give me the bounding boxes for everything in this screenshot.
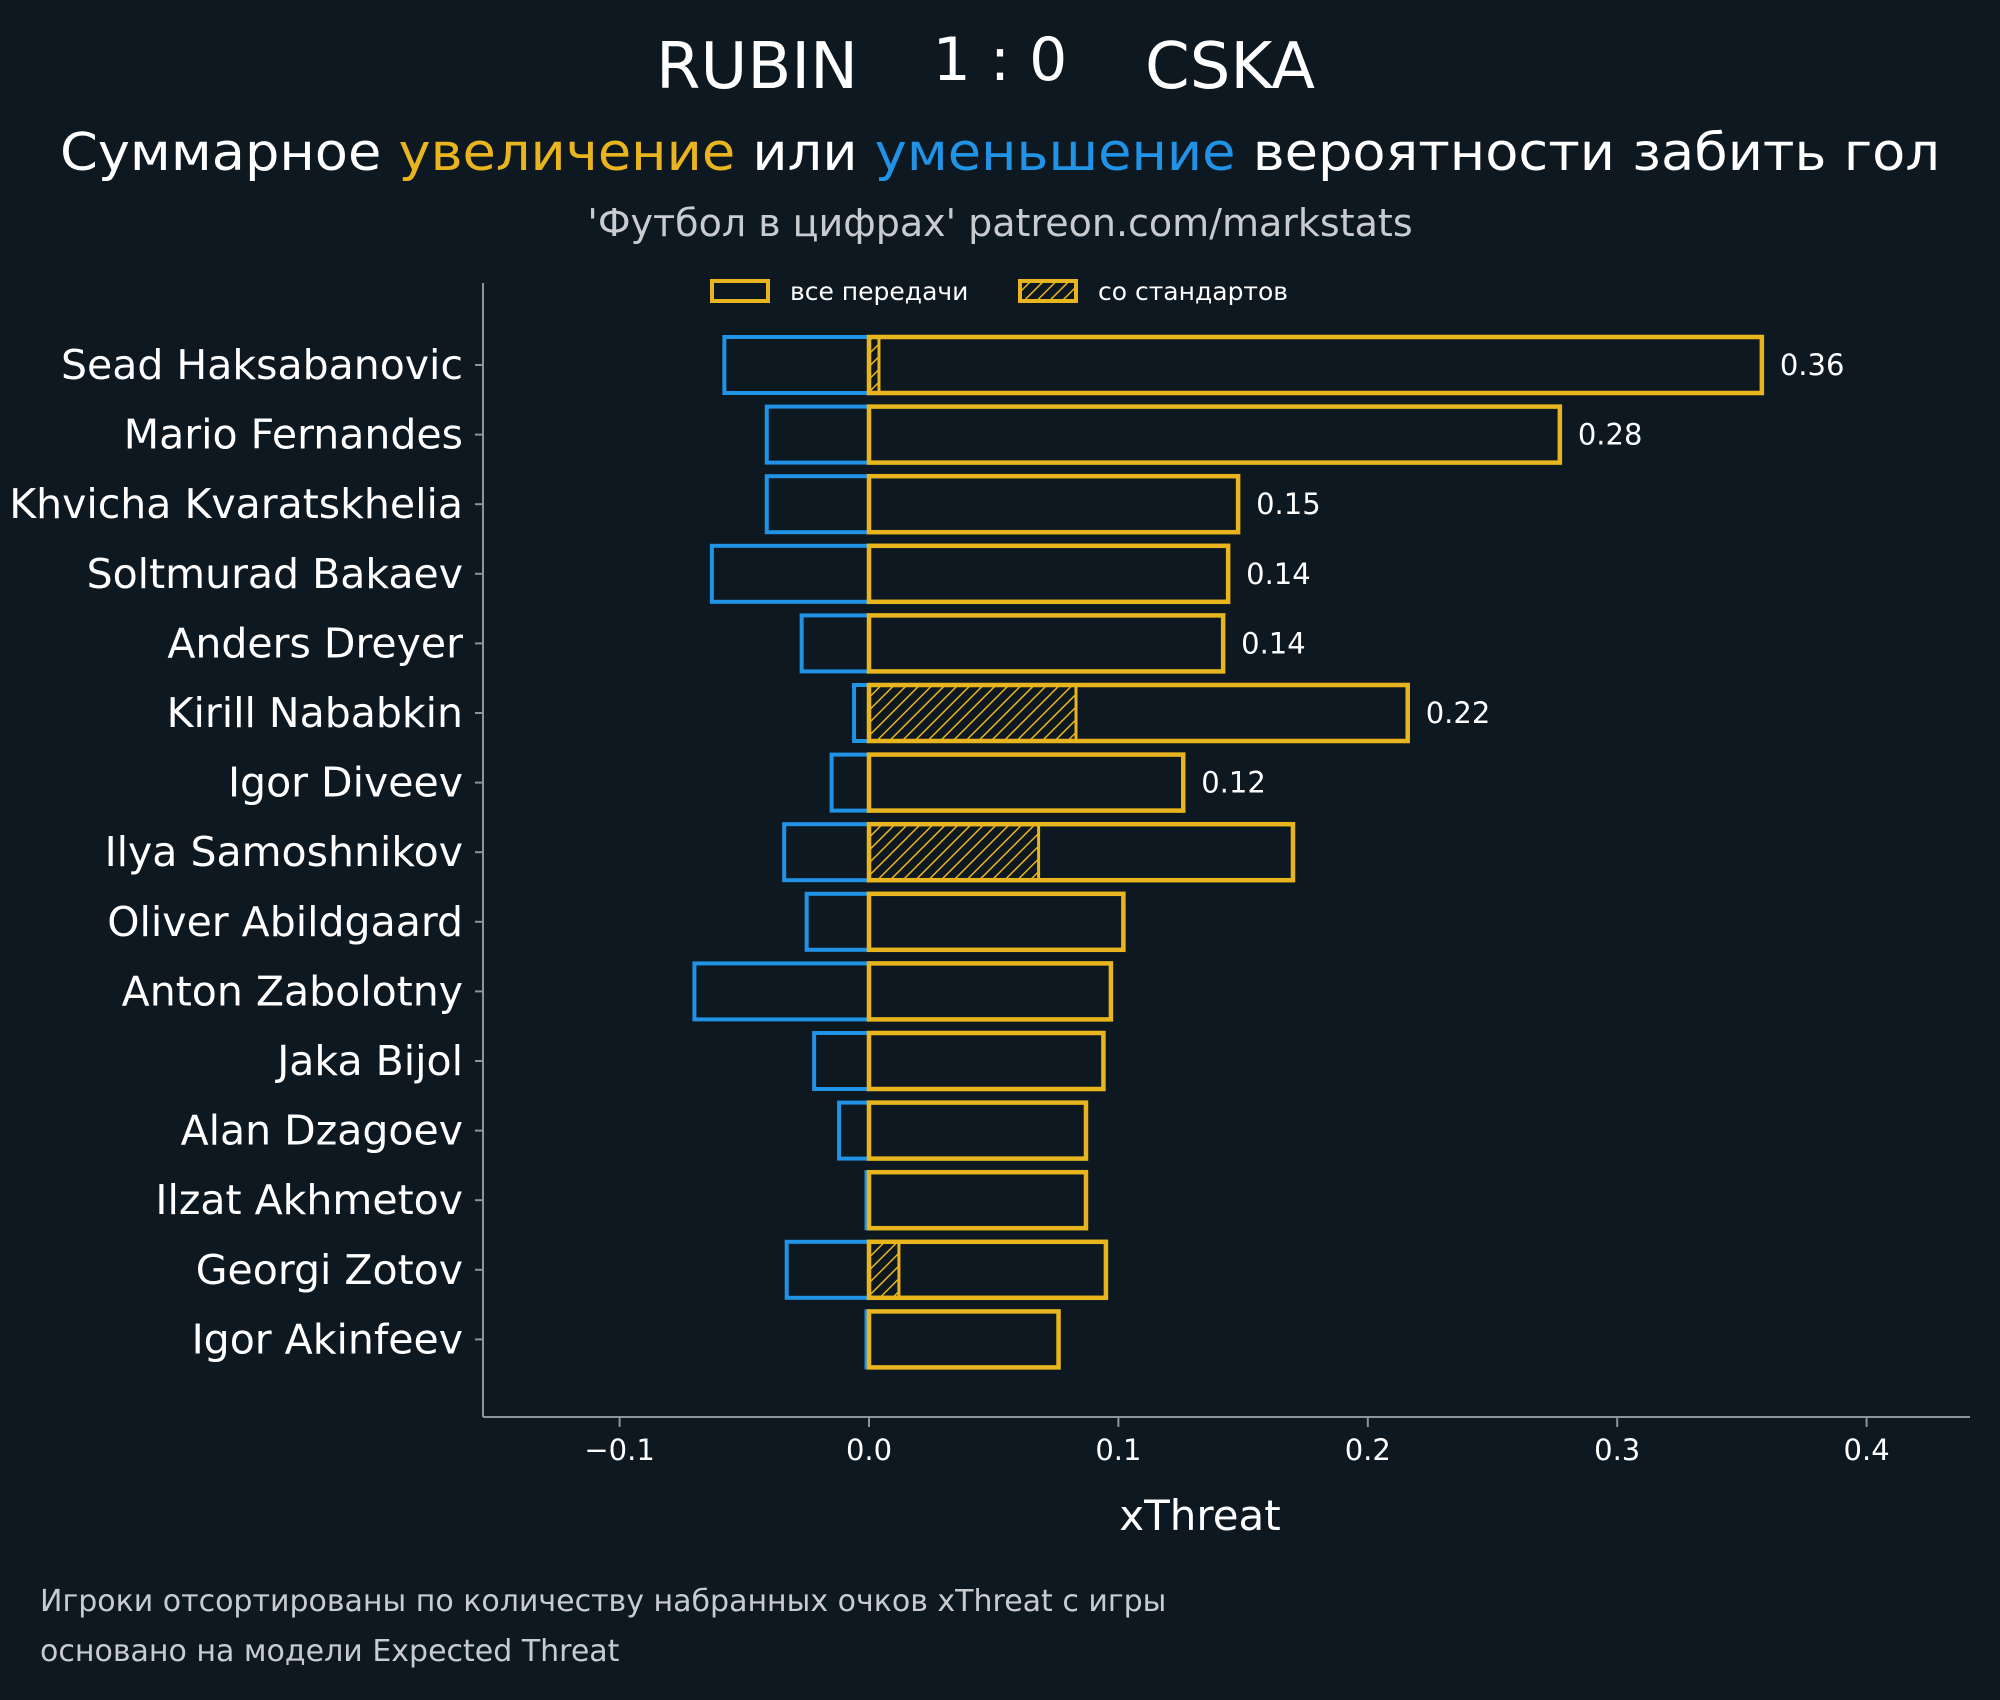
team-away: CSKA: [1145, 30, 1315, 104]
subtitle-increase: увеличение: [399, 123, 736, 183]
player-label: Kirill Nababkin: [167, 689, 463, 737]
negative-bar: [812, 1031, 872, 1091]
value-label: 0.28: [1578, 418, 1643, 452]
player-label: Igor Akinfeev: [192, 1315, 463, 1363]
negative-bar: [764, 404, 871, 465]
player-label: Alan Dzagoev: [181, 1107, 463, 1155]
positive-bar: [866, 891, 1126, 953]
set-piece-bar: [867, 1240, 901, 1300]
x-ticks: −0.1 0.0 0.1 0.2 0.3 0.4: [584, 1417, 1890, 1467]
subtitle-decrease: уменьшение: [875, 123, 1236, 183]
positive-bar: [866, 1030, 1106, 1092]
player-label: Soltmurad Bakaev: [87, 550, 463, 598]
positive-bar: [866, 1100, 1089, 1161]
negative-bar: [692, 961, 871, 1022]
set-piece-bar: [867, 683, 1078, 743]
player-label: Jaka Bijol: [274, 1037, 463, 1085]
x-tick-label: 0.4: [1844, 1433, 1890, 1467]
subtitle-part3: вероятности забить гол: [1235, 123, 1940, 183]
player-label: Khvicha Kvaratskhelia: [9, 480, 463, 528]
player-label: Anders Dreyer: [167, 619, 463, 667]
negative-bar: [829, 752, 872, 813]
positive-bar: [866, 821, 1296, 883]
x-tick-label: −0.1: [584, 1433, 654, 1467]
score: 1 : 0: [933, 25, 1068, 95]
y-tick-labels: Sead Haksabanovic Mario Fernandes Khvicha …: [9, 341, 483, 1363]
source-credit: 'Футбол в цифрах' patreon.com/markstats: [587, 201, 1412, 245]
player-label: Ilzat Akhmetov: [155, 1176, 463, 1224]
player-label: Ilya Samoshnikov: [105, 828, 463, 876]
subtitle: Суммарное увеличение или уменьшение веро…: [60, 123, 1940, 183]
positive-bar: [866, 404, 1563, 465]
value-label: 0.14: [1241, 626, 1306, 660]
legend-label-all-passes: все передачи: [790, 277, 968, 306]
subtitle-part1: Суммарное: [60, 123, 399, 183]
positive-bar: [866, 613, 1226, 674]
positive-bar: [866, 473, 1241, 535]
player-label: Igor Diveev: [228, 759, 463, 807]
player-label: Mario Fernandes: [124, 411, 463, 459]
negative-bar: [764, 474, 871, 535]
player-label: Oliver Abildgaard: [107, 898, 463, 946]
value-label: 0.15: [1256, 487, 1321, 521]
value-label: 0.14: [1246, 557, 1311, 591]
legend-label-set-pieces: со стандартов: [1098, 277, 1288, 306]
negative-bar: [709, 543, 871, 604]
value-label: 0.12: [1201, 766, 1266, 800]
legend: все передачи со стандартов: [710, 277, 1288, 306]
footnote-sorting: Игроки отсортированы по количеству набра…: [40, 1584, 1167, 1619]
negative-bar: [782, 822, 871, 883]
negative-bar: [799, 613, 871, 674]
legend-swatch-set-pieces: [1018, 279, 1078, 303]
set-piece-bar: [867, 822, 1041, 882]
value-label: 0.22: [1426, 696, 1491, 730]
positive-bar: [866, 752, 1186, 813]
positive-bar: [866, 334, 1765, 396]
value-label: 0.36: [1780, 348, 1845, 382]
player-label: Sead Haksabanovic: [61, 341, 463, 389]
x-tick-label: 0.3: [1594, 1433, 1640, 1467]
player-label: Anton Zabolotny: [122, 967, 463, 1015]
negative-bar: [784, 1239, 871, 1300]
player-label: Georgi Zotov: [196, 1246, 463, 1294]
negative-bar: [804, 891, 872, 952]
positive-bar: [866, 543, 1231, 605]
positive-bar: [866, 1169, 1089, 1231]
footnote-model: основано на модели Expected Threat: [40, 1634, 620, 1669]
positive-bar: [866, 1239, 1109, 1301]
positive-bar: [866, 1309, 1061, 1370]
x-tick-label: 0.0: [846, 1433, 892, 1467]
positive-bar: [866, 961, 1114, 1022]
value-labels: 0.36 0.28 0.15 0.14 0.14 0.22 0.12: [1201, 348, 1844, 800]
legend-swatch-all-passes: [710, 279, 770, 303]
negative-bar: [722, 335, 872, 395]
x-tick-label: 0.2: [1345, 1433, 1391, 1467]
positive-bar: [866, 682, 1410, 744]
bars-layer: [692, 334, 1765, 1370]
x-tick-label: 0.1: [1095, 1433, 1141, 1467]
team-home: RUBIN: [656, 30, 858, 104]
x-axis-label: xThreat: [1119, 1491, 1281, 1540]
negative-bar: [837, 1100, 872, 1161]
subtitle-part2: или: [735, 123, 875, 183]
